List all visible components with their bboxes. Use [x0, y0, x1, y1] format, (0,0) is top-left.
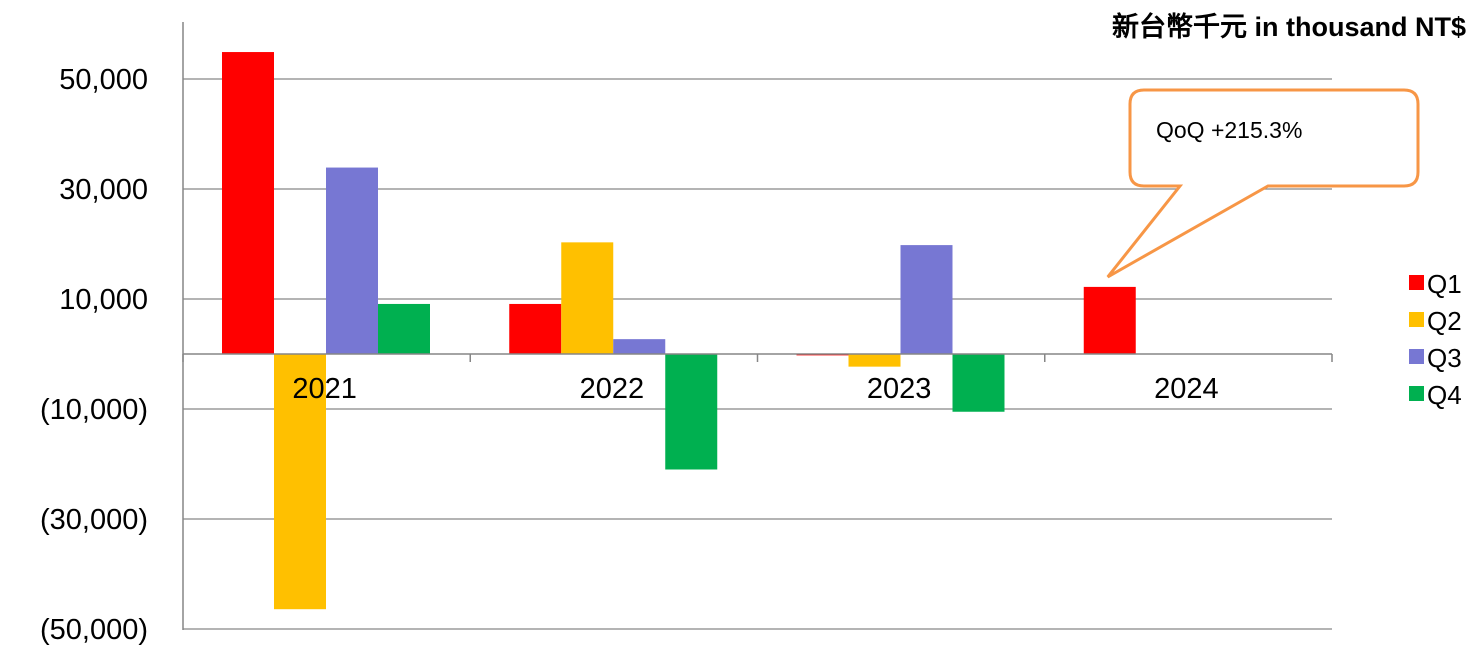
bar-2022-q1 — [509, 303, 562, 354]
bar-2023-q3 — [900, 245, 953, 354]
y-axis-tick-labels: 50,000 30,000 10,000 (10,000) (30,000) (50,00… — [40, 64, 148, 646]
bar-2022-q2 — [561, 242, 614, 354]
callout-bubble — [1106, 88, 1420, 279]
bar-2024-q1 — [1083, 286, 1136, 354]
legend-label: Q4 — [1427, 380, 1462, 410]
x-category-label: 2024 — [1154, 373, 1219, 405]
legend-label: Q2 — [1427, 306, 1462, 336]
y-tick-label: 10,000 — [59, 284, 148, 316]
legend-swatch-q2 — [1409, 312, 1424, 327]
legend-label: Q3 — [1427, 343, 1462, 373]
x-category-label: 2023 — [867, 373, 932, 405]
y-tick-label: (50,000) — [40, 614, 148, 646]
y-tick-label: (30,000) — [40, 504, 148, 536]
legend-swatch-q3 — [1409, 349, 1424, 364]
x-axis-category-labels: 2021 2022 2023 2024 — [292, 373, 1218, 405]
bar-2022-q3 — [613, 339, 666, 354]
bar-2022-q4 — [665, 354, 718, 470]
axes — [182, 22, 1333, 630]
legend-swatch-q4 — [1409, 386, 1424, 401]
bar-2023-q2 — [848, 354, 901, 367]
unit-label: 新台幣千元 in thousand NT$ — [1112, 11, 1466, 42]
y-tick-label: (10,000) — [40, 394, 148, 426]
y-tick-label: 30,000 — [59, 174, 148, 206]
bars — [222, 52, 1136, 610]
legend: Q1 Q2 Q3 Q4 — [1409, 269, 1462, 410]
bar-2021-q2 — [274, 354, 326, 610]
bar-2021-q4 — [378, 303, 430, 354]
bar-2023-q4 — [952, 354, 1005, 412]
qoq-callout: QoQ +215.3% — [1106, 88, 1420, 279]
callout-text: QoQ +215.3% — [1156, 117, 1302, 143]
legend-swatch-q1 — [1409, 275, 1424, 290]
bar-2021-q1 — [222, 52, 274, 355]
x-category-label: 2022 — [580, 373, 645, 405]
bar-2021-q3 — [326, 167, 378, 354]
y-tick-label: 50,000 — [59, 64, 148, 96]
legend-label: Q1 — [1427, 269, 1462, 299]
x-category-label: 2021 — [292, 373, 357, 405]
